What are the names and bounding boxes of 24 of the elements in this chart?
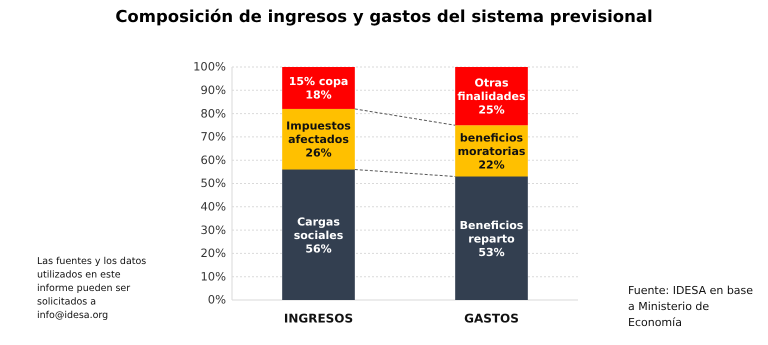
y-tick-label: 20% (200, 246, 226, 260)
y-tick-label: 100% (193, 60, 226, 74)
data-label: 15% copa 18% (288, 75, 348, 102)
data-label: Beneficios reparto 53% (460, 218, 524, 259)
bar (455, 176, 528, 300)
y-tick-label: 10% (200, 269, 226, 284)
x-tick-label: INGRESOS (284, 312, 354, 326)
bar (282, 170, 355, 300)
chart-title: Composición de ingresos y gastos del sistema previsional (115, 7, 653, 26)
y-tick-label: 70% (200, 130, 226, 144)
text: Las fuentes y los datos utilizados en este informe pueden ser solicitados a info@idesa.org (37, 256, 146, 321)
data-label: Otras finalidades 25% (457, 76, 526, 117)
y-tick-label: 30% (200, 222, 226, 237)
y-tick-label: 50% (200, 176, 226, 190)
y-tick-label: 90% (200, 82, 226, 97)
y-tick-label: 60% (200, 152, 226, 167)
data-label: Impuestos afectados 26% (286, 120, 352, 160)
y-tick-label: 0% (208, 292, 226, 307)
x-tick-label: GASTOS (464, 312, 519, 326)
y-tick-label: 80% (200, 106, 226, 120)
data-label: beneficios moratorias 22% (458, 131, 526, 172)
source-note: Fuente: IDESA en base a Ministerio de Economía (628, 284, 754, 329)
data-label: Cargas sociales 56% (294, 215, 344, 256)
y-tick-label: 40% (200, 199, 226, 214)
